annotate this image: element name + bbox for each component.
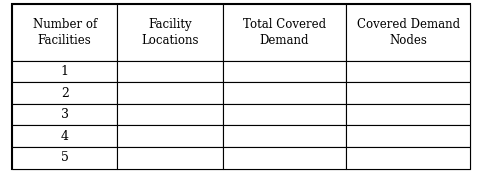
Text: Covered Demand
Nodes: Covered Demand Nodes xyxy=(357,18,460,47)
Bar xyxy=(346,125,470,147)
Bar xyxy=(223,147,346,169)
Bar xyxy=(117,104,223,125)
Bar xyxy=(346,4,470,61)
Bar xyxy=(346,61,470,82)
Bar xyxy=(117,82,223,104)
Bar xyxy=(223,61,346,82)
Text: 2: 2 xyxy=(61,86,68,100)
Bar xyxy=(12,125,117,147)
Bar xyxy=(117,61,223,82)
Bar xyxy=(223,4,346,61)
Bar xyxy=(12,82,117,104)
Bar xyxy=(117,125,223,147)
Text: 1: 1 xyxy=(61,65,69,78)
Bar xyxy=(223,125,346,147)
Bar xyxy=(12,4,117,61)
Text: Number of
Facilities: Number of Facilities xyxy=(33,18,97,47)
Text: Total Covered
Demand: Total Covered Demand xyxy=(243,18,326,47)
Bar xyxy=(223,82,346,104)
Text: Facility
Locations: Facility Locations xyxy=(141,18,199,47)
Bar xyxy=(346,82,470,104)
Bar xyxy=(346,147,470,169)
Bar xyxy=(12,61,117,82)
Text: 5: 5 xyxy=(61,151,68,164)
Bar xyxy=(117,4,223,61)
Bar xyxy=(12,104,117,125)
Text: 3: 3 xyxy=(61,108,69,121)
Text: 4: 4 xyxy=(61,130,69,143)
Bar xyxy=(346,104,470,125)
Bar xyxy=(117,147,223,169)
Bar xyxy=(12,147,117,169)
Bar xyxy=(223,104,346,125)
